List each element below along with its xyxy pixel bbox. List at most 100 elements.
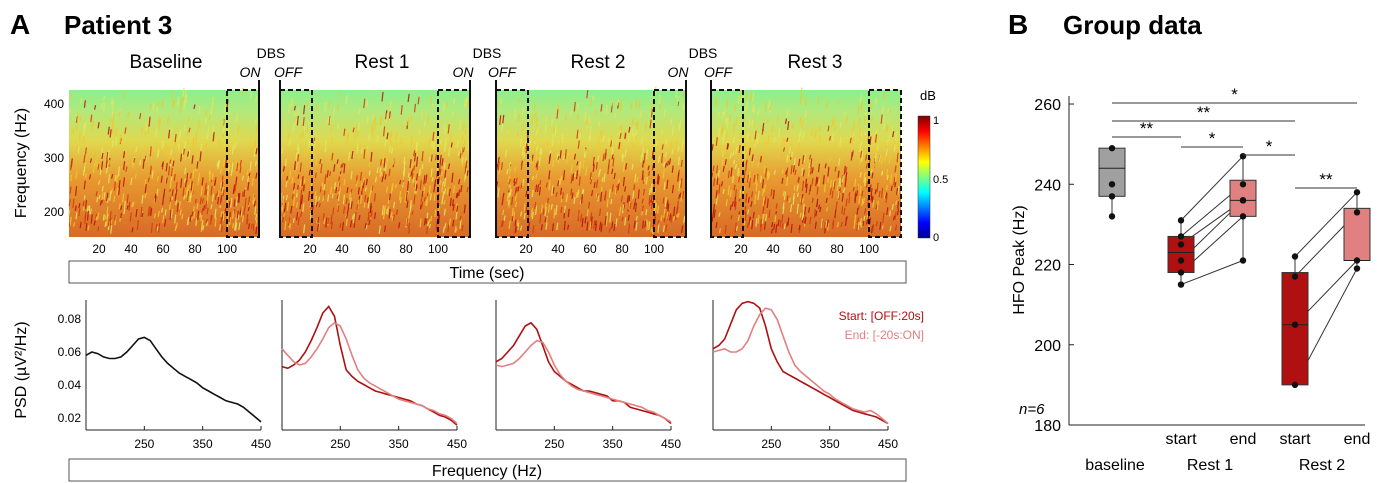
spectrogram-streak (894, 131, 898, 141)
spectrogram-streak (286, 202, 290, 212)
spectrogram-streak (601, 130, 604, 141)
spectrogram-streak (817, 204, 821, 210)
psd-series-line (281, 305, 458, 426)
spectrogram-streak (415, 156, 419, 167)
spectrogram-streak (711, 212, 714, 222)
spec-y-tick: 300 (44, 151, 64, 165)
spectrogram-streak (595, 161, 598, 170)
spectrogram-streak (834, 209, 837, 219)
spectrogram-streak (156, 188, 159, 196)
spectrogram-streak (662, 169, 665, 179)
spectrogram-streak (208, 115, 211, 120)
spectrogram-streak (838, 158, 841, 166)
spectrogram-streak (165, 177, 168, 184)
spectrogram-streak (379, 159, 383, 166)
spectrogram-streak (323, 218, 326, 225)
spectrogram-streak (732, 150, 735, 156)
spectrogram-streak (389, 131, 392, 139)
spectrogram-streak (738, 170, 741, 178)
spectrogram-streak (296, 154, 300, 162)
spectrogram-streak (381, 91, 384, 102)
spectrogram-streak (441, 158, 444, 166)
spectrogram-streak (189, 180, 192, 189)
spectrogram-streak (222, 189, 225, 197)
spectrogram-streak (95, 191, 98, 197)
spectrogram-streak (314, 191, 317, 199)
spectrogram-streak (779, 220, 782, 228)
spectrogram-streak (535, 184, 538, 193)
spectrogram-streak (369, 188, 372, 195)
spectrogram-streak (587, 118, 590, 124)
box-y-tick: 180 (1034, 418, 1061, 435)
spectrogram-streak (641, 220, 645, 229)
spectrogram-streak (186, 132, 189, 138)
spectrogram-streak (419, 204, 422, 210)
spectrogram-streak (69, 186, 72, 194)
spectrogram-streak (859, 159, 862, 165)
spectrogram-streak (770, 188, 773, 197)
spectrogram-streak (162, 195, 165, 206)
spectrogram-streak (644, 220, 647, 228)
spec-x-tick: 100 (217, 242, 237, 256)
spectrogram-streak (343, 178, 346, 186)
spectrogram-streak (815, 176, 818, 187)
spectrogram-streak (302, 117, 305, 126)
spectrogram-streak (650, 183, 653, 193)
spectrogram-streak (251, 177, 254, 186)
spectrogram-streak (331, 193, 334, 199)
spectrogram-streak (858, 117, 861, 127)
spectrogram-streak (291, 194, 294, 200)
spectrogram-streak (232, 184, 236, 194)
spectrogram-streak (293, 105, 297, 111)
spectrogram-streak (557, 155, 560, 161)
spectrogram-streak (254, 118, 258, 123)
spectrogram-streak (413, 152, 417, 162)
spectrogram-streak (826, 219, 829, 228)
spectrogram-streak (415, 189, 418, 194)
spectrogram-streak (447, 163, 451, 169)
spectrogram-streak (204, 189, 207, 195)
spectrogram-streak (99, 200, 102, 206)
spectrogram-streak (238, 192, 241, 203)
spectrogram-streak (666, 160, 670, 166)
spectrogram-streak (519, 225, 523, 231)
spectrogram-streak (722, 165, 725, 172)
spectrogram-streak (110, 225, 113, 234)
spectrogram-streak (677, 172, 680, 182)
spectrogram-streak (441, 197, 444, 205)
spectrogram-streak (368, 220, 371, 226)
spectrogram-streak (400, 137, 403, 146)
spectrogram-streak (202, 205, 206, 211)
spectrogram-streak (550, 203, 553, 210)
spectrogram-streak (786, 154, 789, 163)
spectrogram-streak (250, 223, 253, 229)
spectrogram-streak (414, 180, 417, 189)
spectrogram-streak (170, 176, 173, 181)
time-axis-box (68, 260, 907, 284)
spectrogram-streak (106, 206, 109, 215)
spectrogram-streak (141, 194, 144, 204)
spectrogram-streak (809, 216, 812, 225)
spectrogram-streak (881, 105, 884, 115)
spectrogram-streak (388, 111, 391, 119)
spectrogram-streak (188, 127, 191, 133)
spectrogram-streak (111, 140, 114, 148)
spectrogram-streak (84, 200, 88, 209)
spectrogram-streak (111, 110, 114, 116)
spectrogram-streak (443, 177, 447, 188)
psd-x-tick: 350 (603, 437, 623, 451)
spectrogram-streak (142, 159, 145, 169)
spectrogram-streak (324, 174, 327, 185)
spectrogram-streak (231, 210, 235, 219)
spectrogram-streak (296, 143, 299, 151)
spectrogram-streak (77, 146, 80, 154)
spectrogram-streak (763, 165, 766, 174)
spectrogram-streak (762, 207, 765, 214)
spectrogram-streak (336, 194, 340, 199)
spectrogram-streak (300, 194, 304, 205)
spectrogram-streak (395, 143, 398, 148)
spectrogram-streak (295, 189, 299, 198)
spectrogram-streak (839, 122, 842, 128)
spectrogram-streak (296, 107, 300, 116)
